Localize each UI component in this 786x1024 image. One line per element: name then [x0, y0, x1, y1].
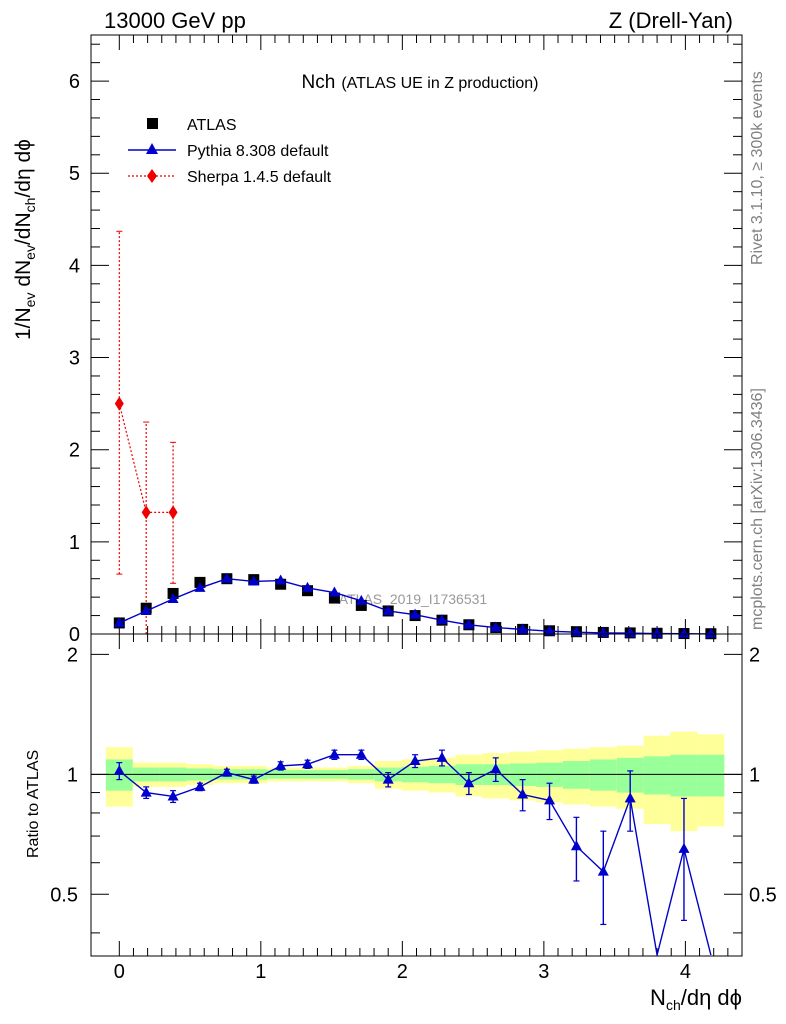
y-tick-label: 5	[69, 163, 80, 185]
pythia-point	[302, 581, 314, 592]
x-tick-label: 2	[397, 961, 408, 983]
legend: ATLAS Pythia 8.308 default Sherpa 1.4.5 …	[128, 117, 332, 186]
pythia-point	[463, 618, 475, 629]
ratio-point	[570, 840, 582, 851]
atlas-point	[355, 599, 367, 611]
pythia-point	[382, 604, 394, 615]
plot-title: Nch (ATLAS UE in Z production)	[302, 72, 539, 93]
main-axis-ticks: 0 1 2 3 4 5 6	[69, 35, 743, 646]
band-inner-segment	[697, 754, 725, 797]
y-tick-label: 2	[69, 440, 80, 462]
y-tick-label: 1	[69, 532, 80, 554]
ratio-point	[275, 759, 287, 770]
ratio-point	[140, 786, 152, 797]
ratio-point	[355, 748, 367, 759]
ratio-tick-label-right: 0.5	[749, 884, 777, 906]
ratio-point	[194, 780, 206, 791]
ratio-point	[113, 764, 125, 775]
pythia-point	[517, 623, 529, 634]
ratio-tick-label-right: 2	[749, 644, 760, 666]
ratio-point	[544, 794, 556, 805]
band-inner-segment	[589, 759, 617, 791]
ratio-point	[382, 773, 394, 784]
pythia-point	[167, 592, 179, 603]
ratio-point	[436, 751, 448, 762]
pythia-point	[194, 581, 206, 592]
pythia-point	[651, 627, 663, 638]
band-inner-segment	[643, 756, 671, 795]
sherpa-series	[114, 230, 178, 635]
legend-sherpa-marker	[147, 169, 157, 183]
pythia-point	[409, 608, 421, 619]
y-tick-label: 0	[69, 624, 80, 646]
ratio-tick-label-left: 2	[67, 644, 78, 666]
plot-title-main: Nch	[302, 72, 336, 93]
legend-pythia-marker	[146, 143, 158, 154]
ratio-point	[167, 790, 179, 801]
x-tick-label: 1	[255, 961, 266, 983]
ratio-point	[597, 865, 609, 876]
pythia-point	[490, 621, 502, 632]
x-tick-label: 4	[680, 961, 691, 983]
ratio-pythia-series	[113, 748, 712, 956]
legend-pythia-label: Pythia 8.308 default	[187, 143, 329, 160]
ratio-panel: 0.5 0.5 1 1 2 2 0 1 2 3 4 Ratio to ATLAS	[25, 633, 777, 983]
main-panel: 0 1 2 3 4 5 6 Nch (ATLAS UE in Z production) AT…	[12, 34, 743, 646]
pythia-point	[624, 627, 636, 638]
pythia-point	[544, 625, 556, 636]
ratio-point	[409, 755, 421, 766]
ratio-point	[248, 773, 260, 784]
ratio-tick-label-left: 0.5	[50, 884, 78, 906]
y-axis-label: 1/Nev dNev/dNch/dη dϕ	[12, 139, 38, 340]
band-inner-segment	[670, 754, 698, 797]
pythia-point	[436, 614, 448, 625]
ratio-point	[490, 763, 502, 774]
x-tick-label: 3	[538, 961, 549, 983]
pythia-point	[140, 604, 152, 615]
pythia-point	[328, 586, 340, 597]
ratio-tick-label-right: 1	[749, 764, 760, 786]
x-axis-label: Nch/dη dϕ	[650, 985, 742, 1013]
ratio-point	[302, 758, 314, 769]
atlas-point	[328, 592, 340, 604]
ratio-point	[463, 777, 475, 788]
legend-atlas-label: ATLAS	[187, 117, 237, 134]
pythia-point	[221, 572, 233, 583]
ratio-tick-label-left: 1	[67, 764, 78, 786]
mcplots-label: mcplots.cern.ch [arXiv:1306.3436]	[749, 388, 766, 630]
pythia-point	[113, 616, 125, 627]
legend-atlas-marker	[147, 118, 158, 129]
ratio-point	[517, 788, 529, 799]
pythia-point	[678, 627, 690, 638]
plot-title-sub: (ATLAS UE in Z production)	[341, 75, 538, 92]
ratio-point	[678, 842, 690, 853]
ratio-y-label: Ratio to ATLAS	[25, 750, 42, 858]
rivet-label: Rivet 3.1.10, ≥ 300k events	[749, 71, 766, 265]
pythia-point	[248, 575, 260, 586]
sherpa-point	[141, 505, 151, 520]
sherpa-point	[114, 396, 124, 411]
ratio-point	[624, 792, 636, 803]
sherpa-point	[168, 505, 178, 520]
pythia-point	[275, 574, 287, 585]
pythia-point	[355, 594, 367, 605]
x-tick-label: 0	[114, 961, 125, 983]
ratio-point	[328, 748, 340, 759]
y-tick-label: 3	[69, 348, 80, 370]
ratio-point	[221, 766, 233, 777]
process-label: Z (Drell-Yan)	[609, 8, 733, 33]
y-tick-label: 6	[69, 71, 80, 93]
ratio-axis-ticks: 0.5 0.5 1 1 2 2 0 1 2 3 4	[50, 634, 777, 983]
band-inner-segment	[562, 761, 590, 789]
energy-label: 13000 GeV pp	[104, 8, 246, 33]
y-tick-label: 4	[69, 255, 80, 277]
analysis-watermark: ATLAS_2019_I1736531	[339, 591, 488, 607]
legend-sherpa-label: Sherpa 1.4.5 default	[187, 169, 332, 186]
pythia-series	[113, 572, 717, 638]
